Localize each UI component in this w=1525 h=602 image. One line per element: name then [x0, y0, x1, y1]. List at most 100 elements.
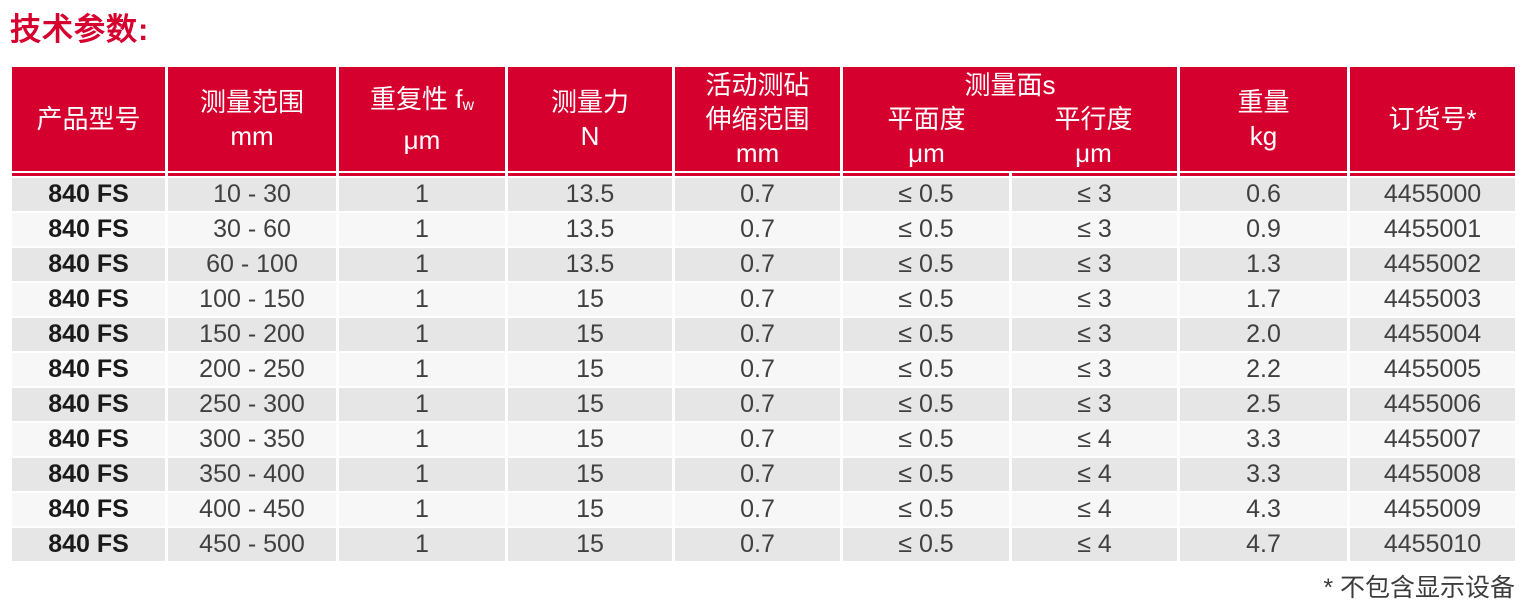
cell-anvil-range: 0.7 [675, 528, 840, 561]
cell-measuring-range: 30 - 60 [168, 213, 336, 246]
cell-product-model: 840 FS [12, 283, 165, 316]
cell-order-number: 4455004 [1350, 318, 1515, 351]
header-cell-measuring-force: 测量力 N [508, 67, 672, 171]
cell-order-number: 4455010 [1350, 528, 1515, 561]
cell-parallelism: ≤ 3 [1012, 318, 1177, 351]
cell-measuring-range: 250 - 300 [168, 388, 336, 421]
cell-repeatability: 1 [339, 318, 505, 351]
header-unit: mm [735, 138, 780, 168]
header-underline-segment [508, 173, 672, 176]
header-underline-segment [1180, 173, 1347, 176]
cell-anvil-range: 0.7 [675, 178, 840, 211]
table-row: 840 FS 250 - 300 1 15 0.7 ≤ 0.5 ≤ 3 2.5 … [12, 388, 1515, 421]
header-cell-product-model: 产品型号 [12, 67, 165, 171]
cell-flatness: ≤ 0.5 [843, 318, 1009, 351]
cell-repeatability: 1 [339, 528, 505, 561]
header-underline-segment [1012, 173, 1177, 176]
header-unit: μm [403, 124, 441, 155]
cell-measuring-force: 13.5 [508, 213, 672, 246]
cell-measuring-force: 15 [508, 353, 672, 386]
header-label: 测量范围 [199, 87, 304, 117]
header-subcell-flatness: 平面度 μm [843, 102, 1010, 170]
cell-weight: 4.7 [1180, 528, 1347, 561]
table-row: 840 FS 100 - 150 1 15 0.7 ≤ 0.5 ≤ 3 1.7 … [12, 283, 1515, 316]
cell-measuring-range: 350 - 400 [168, 458, 336, 491]
cell-parallelism: ≤ 3 [1012, 388, 1177, 421]
cell-flatness: ≤ 0.5 [843, 458, 1009, 491]
cell-measuring-force: 15 [508, 458, 672, 491]
cell-flatness: ≤ 0.5 [843, 248, 1009, 281]
cell-product-model: 840 FS [12, 353, 165, 386]
cell-repeatability: 1 [339, 458, 505, 491]
cell-repeatability: 1 [339, 423, 505, 456]
cell-flatness: ≤ 0.5 [843, 283, 1009, 316]
cell-weight: 3.3 [1180, 458, 1347, 491]
cell-flatness: ≤ 0.5 [843, 213, 1009, 246]
cell-parallelism: ≤ 3 [1012, 213, 1177, 246]
header-group-subcolumns: 平面度 μm 平行度 μm [843, 102, 1177, 170]
cell-weight: 4.3 [1180, 493, 1347, 526]
table-body: 840 FS 10 - 30 1 13.5 0.7 ≤ 0.5 ≤ 3 0.6 … [12, 178, 1515, 561]
cell-product-model: 840 FS [12, 213, 165, 246]
cell-measuring-range: 60 - 100 [168, 248, 336, 281]
cell-order-number: 4455002 [1350, 248, 1515, 281]
header-unit: kg [1249, 121, 1278, 151]
header-label: 订货号* [1388, 104, 1477, 134]
cell-anvil-range: 0.7 [675, 423, 840, 456]
header-cell-weight: 重量 kg [1180, 67, 1347, 171]
cell-order-number: 4455007 [1350, 423, 1515, 456]
table-row: 840 FS 300 - 350 1 15 0.7 ≤ 0.5 ≤ 4 3.3 … [12, 423, 1515, 456]
cell-weight: 2.0 [1180, 318, 1347, 351]
cell-order-number: 4455000 [1350, 178, 1515, 211]
cell-repeatability: 1 [339, 213, 505, 246]
table-row: 840 FS 400 - 450 1 15 0.7 ≤ 0.5 ≤ 4 4.3 … [12, 493, 1515, 526]
cell-flatness: ≤ 0.5 [843, 493, 1009, 526]
table-row: 840 FS 450 - 500 1 15 0.7 ≤ 0.5 ≤ 4 4.7 … [12, 528, 1515, 561]
cell-anvil-range: 0.7 [675, 388, 840, 421]
cell-anvil-range: 0.7 [675, 283, 840, 316]
cell-measuring-range: 150 - 200 [168, 318, 336, 351]
header-label: 伸缩范围 [705, 104, 810, 134]
cell-measuring-range: 100 - 150 [168, 283, 336, 316]
cell-repeatability: 1 [339, 178, 505, 211]
cell-measuring-range: 300 - 350 [168, 423, 336, 456]
cell-product-model: 840 FS [12, 178, 165, 211]
header-unit: N [580, 121, 600, 151]
header-label: 活动测砧 [705, 70, 810, 100]
page-title: 技术参数: [10, 12, 150, 47]
cell-weight: 1.3 [1180, 248, 1347, 281]
cell-measuring-force: 15 [508, 493, 672, 526]
cell-weight: 0.9 [1180, 213, 1347, 246]
cell-repeatability: 1 [339, 283, 505, 316]
footnote: * 不包含显示设备 [1323, 574, 1515, 602]
header-label: 测量力 [550, 87, 629, 117]
cell-parallelism: ≤ 3 [1012, 353, 1177, 386]
header-label: 产品型号 [36, 104, 141, 134]
header-underline-segment [339, 173, 505, 176]
header-unit: μm [908, 138, 945, 168]
header-subcell-parallelism: 平行度 μm [1010, 102, 1177, 170]
cell-weight: 2.5 [1180, 388, 1347, 421]
table-row: 840 FS 10 - 30 1 13.5 0.7 ≤ 0.5 ≤ 3 0.6 … [12, 178, 1515, 211]
cell-product-model: 840 FS [12, 248, 165, 281]
cell-repeatability: 1 [339, 388, 505, 421]
table-row: 840 FS 60 - 100 1 13.5 0.7 ≤ 0.5 ≤ 3 1.3… [12, 248, 1515, 281]
header-underline-segment [843, 173, 1009, 176]
cell-parallelism: ≤ 4 [1012, 528, 1177, 561]
cell-flatness: ≤ 0.5 [843, 353, 1009, 386]
cell-anvil-range: 0.7 [675, 213, 840, 246]
cell-product-model: 840 FS [12, 388, 165, 421]
cell-anvil-range: 0.7 [675, 493, 840, 526]
header-unit: μm [1075, 138, 1112, 168]
cell-flatness: ≤ 0.5 [843, 423, 1009, 456]
cell-anvil-range: 0.7 [675, 353, 840, 386]
cell-measuring-range: 10 - 30 [168, 178, 336, 211]
cell-measuring-force: 15 [508, 283, 672, 316]
header-cell-measuring-faces-group: 测量面s 平面度 μm 平行度 μm [843, 67, 1177, 171]
header-underline-segment [12, 173, 165, 176]
cell-measuring-force: 15 [508, 528, 672, 561]
cell-order-number: 4455008 [1350, 458, 1515, 491]
cell-weight: 2.2 [1180, 353, 1347, 386]
header-cell-measuring-range: 测量范围 mm [168, 67, 336, 171]
